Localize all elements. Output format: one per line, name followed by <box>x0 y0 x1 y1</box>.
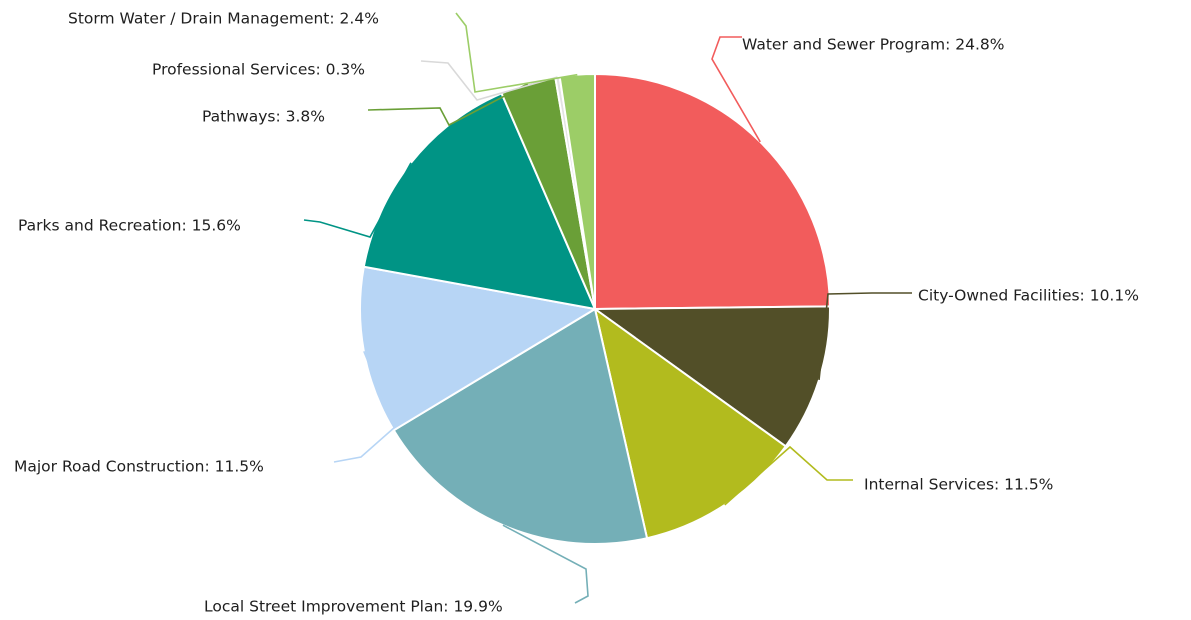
leader-line-internal-services <box>724 445 853 506</box>
slice-labels: Water and Sewer Program: 24.8% City-Owned… <box>14 10 1139 616</box>
slice-label-major-road-construction: Major Road Construction: 11.5% <box>14 458 264 476</box>
slice-label-pathways: Pathways: 3.8% <box>202 108 325 126</box>
leader-line-storm-water-drain-management <box>455 12 578 93</box>
leader-line-major-road-construction <box>333 350 396 463</box>
slice-label-city-owned-facilities: City-Owned Facilities: 10.1% <box>918 287 1139 305</box>
pie-slices <box>359 73 831 545</box>
pie-slice-local-street-improvement-plan <box>392 308 649 545</box>
leader-line-professional-services <box>420 60 558 101</box>
leader-line-pathways <box>367 83 529 127</box>
pie-slice-storm-water-drain-management <box>558 73 596 310</box>
leader-lines <box>303 12 912 604</box>
leader-line-local-street-improvement-plan <box>502 524 589 604</box>
slice-label-water-and-sewer-program: Water and Sewer Program: 24.8% <box>742 36 1005 54</box>
pie-slice-major-road-construction <box>359 265 596 432</box>
leader-line-water-and-sewer-program <box>711 36 761 143</box>
pie-slice-internal-services <box>594 308 787 540</box>
pie-slice-city-owned-facilities <box>594 305 831 448</box>
slice-label-internal-services: Internal Services: 11.5% <box>864 476 1053 494</box>
leader-line-city-owned-facilities <box>818 292 912 381</box>
pie-slice-water-and-sewer-program <box>594 73 831 310</box>
slice-label-local-street-improvement-plan: Local Street Improvement Plan: 19.9% <box>204 598 503 616</box>
slice-label-professional-services: Professional Services: 0.3% <box>152 61 365 79</box>
slice-label-storm-water-drain-management: Storm Water / Drain Management: 2.4% <box>68 10 379 28</box>
leader-line-parks-and-recreation <box>303 162 412 238</box>
slice-label-parks-and-recreation: Parks and Recreation: 15.6% <box>18 217 241 235</box>
